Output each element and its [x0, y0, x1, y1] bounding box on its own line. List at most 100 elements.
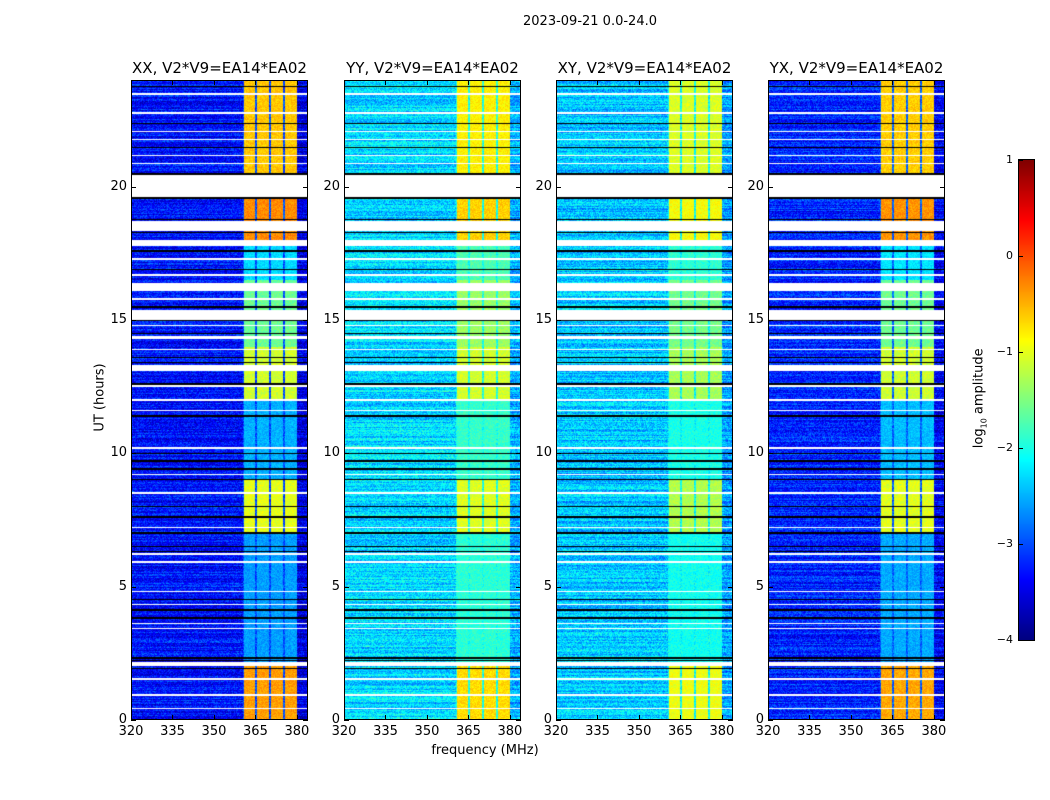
y-tick-label: 15: [747, 312, 764, 327]
heatmap-image: [132, 81, 307, 719]
x-tick-mark: [850, 715, 852, 720]
heatmap-plot: [556, 80, 733, 720]
x-tick-mark: [721, 715, 723, 720]
colorbar-tick-label: 1: [1006, 153, 1013, 166]
x-tick-mark: [255, 715, 257, 720]
y-tick-label: 5: [543, 578, 552, 594]
y-tick-mark: [516, 453, 521, 455]
y-tick-label: 10: [535, 445, 552, 461]
x-tick-mark: [213, 80, 215, 85]
colorbar-tick-label: 0: [1006, 249, 1013, 262]
colorbar-tick-mark: [1019, 448, 1023, 449]
x-axis-label: frequency (MHz): [431, 743, 539, 758]
y-tick-mark: [728, 186, 733, 188]
x-tick-label: 380: [709, 724, 735, 739]
y-tick-mark: [940, 320, 945, 321]
colorbar-label-sub: 10: [979, 418, 989, 429]
y-tick-label: 5: [755, 578, 764, 594]
x-tick-mark: [172, 715, 174, 720]
colorbar-label-rest: amplitude: [971, 348, 987, 419]
x-tick-mark: [680, 80, 682, 85]
heatmap-plot: [131, 80, 308, 720]
x-tick-label: 320: [331, 724, 357, 739]
y-tick-mark: [516, 186, 521, 188]
y-tick-label: 5: [118, 578, 127, 594]
heatmap-plot: [344, 80, 521, 720]
x-tick-label: 335: [797, 724, 822, 739]
x-tick-mark: [213, 715, 215, 720]
heatmap-image: [769, 81, 944, 719]
y-tick-mark: [303, 320, 308, 321]
y-tick-label: 0: [543, 712, 552, 727]
x-tick-mark: [385, 80, 387, 85]
x-tick-label: 350: [414, 724, 440, 739]
y-tick-mark: [516, 720, 521, 721]
y-tick-mark: [940, 453, 945, 455]
y-tick-mark: [131, 586, 136, 588]
y-tick-label: 15: [110, 312, 127, 327]
colorbar: [1018, 159, 1035, 641]
y-tick-mark: [768, 320, 773, 321]
y-tick-label: 10: [747, 445, 764, 461]
y-tick-label: 20: [747, 178, 764, 194]
panel-title: XY, V2*V9=EA14*EA02: [557, 59, 732, 77]
colorbar-tick-mark: [1019, 160, 1023, 161]
y-tick-mark: [303, 586, 308, 588]
y-tick-mark: [728, 453, 733, 455]
x-tick-mark: [892, 80, 894, 85]
x-tick-mark: [556, 80, 557, 85]
y-tick-label: 15: [535, 312, 552, 327]
x-tick-label: 365: [456, 724, 481, 739]
x-tick-mark: [556, 715, 557, 720]
panel-title: YY, V2*V9=EA14*EA02: [346, 59, 519, 77]
y-tick-mark: [344, 586, 349, 588]
x-tick-mark: [296, 80, 298, 85]
x-tick-mark: [933, 715, 935, 720]
heatmap-image: [345, 81, 520, 719]
y-tick-label: 0: [755, 712, 764, 727]
y-tick-mark: [556, 186, 561, 188]
x-tick-mark: [809, 715, 811, 720]
y-tick-mark: [768, 186, 773, 188]
x-tick-mark: [892, 715, 894, 720]
y-tick-mark: [131, 320, 136, 321]
x-tick-mark: [509, 80, 511, 85]
y-tick-mark: [344, 720, 349, 721]
y-tick-label: 0: [118, 712, 127, 727]
x-tick-label: 350: [626, 724, 652, 739]
y-tick-mark: [344, 186, 349, 188]
x-tick-mark: [344, 80, 345, 85]
colorbar-tick-mark: [1019, 352, 1023, 353]
y-tick-label: 5: [331, 578, 340, 594]
x-tick-mark: [255, 80, 257, 85]
y-tick-label: 15: [323, 312, 340, 327]
colorbar-tick-mark: [1019, 256, 1023, 257]
x-tick-mark: [131, 80, 132, 85]
y-tick-mark: [131, 186, 136, 188]
x-tick-mark: [426, 80, 428, 85]
y-tick-mark: [728, 720, 733, 721]
x-tick-label: 380: [284, 724, 310, 739]
colorbar-tick-label: −3: [996, 537, 1013, 550]
x-tick-label: 365: [880, 724, 905, 739]
x-tick-label: 350: [201, 724, 227, 739]
y-tick-mark: [768, 586, 773, 588]
x-tick-mark: [509, 715, 511, 720]
x-tick-mark: [768, 80, 769, 85]
x-tick-label: 320: [755, 724, 781, 739]
heatmap-plot: [768, 80, 945, 720]
y-tick-mark: [556, 320, 561, 321]
y-tick-mark: [940, 586, 945, 588]
y-tick-mark: [940, 186, 945, 188]
x-tick-mark: [809, 80, 811, 85]
colorbar-tick-label: −1: [996, 345, 1013, 358]
y-tick-label: 10: [110, 445, 127, 461]
x-tick-mark: [850, 80, 852, 85]
x-tick-mark: [768, 715, 769, 720]
y-tick-mark: [556, 586, 561, 588]
x-tick-mark: [296, 715, 298, 720]
y-tick-mark: [728, 586, 733, 588]
x-tick-mark: [344, 715, 345, 720]
y-tick-mark: [303, 720, 308, 721]
x-tick-mark: [638, 80, 640, 85]
